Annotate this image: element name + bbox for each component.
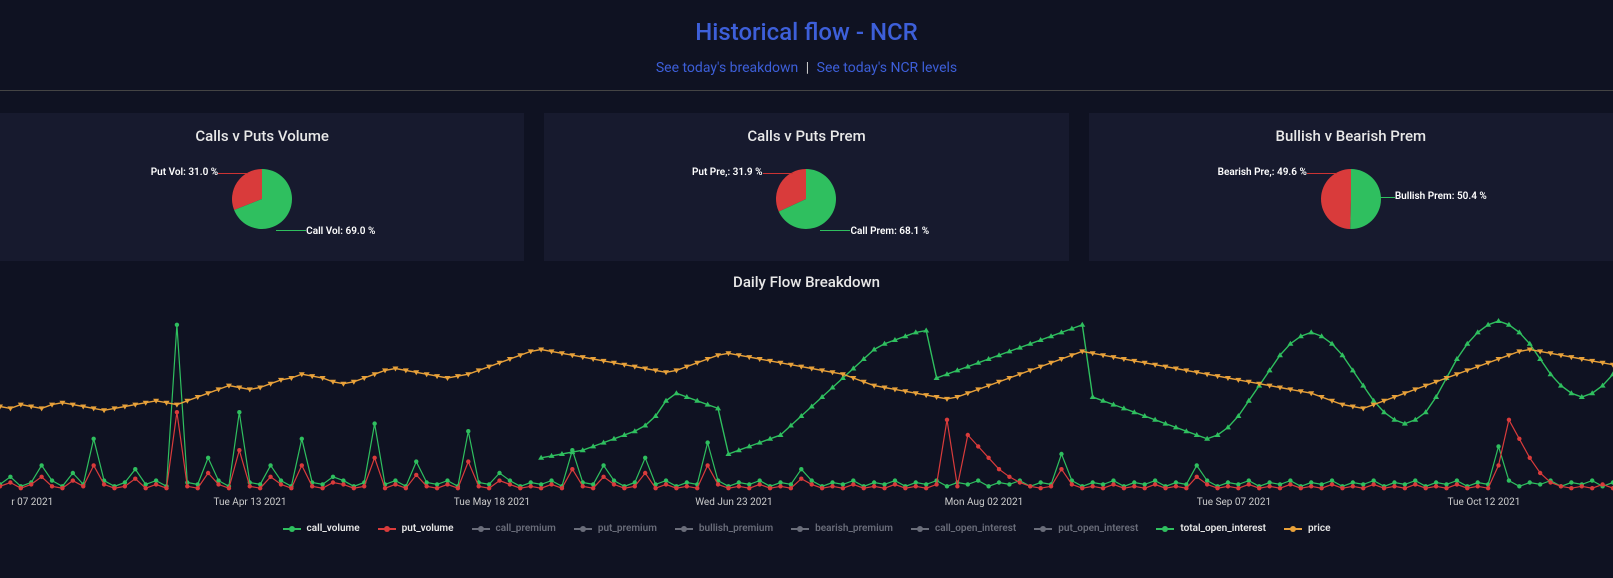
pie-label-a: Bearish Pre,: 49.6 % xyxy=(1218,167,1307,178)
pie-card: Calls v Puts Prem Put Pre,: 31.9 % Call P… xyxy=(544,113,1068,261)
line-chart-section: Daily Flow Breakdown r 07 2021 Tue Apr 13… xyxy=(0,261,1613,542)
line-chart-legend: call_volume put_volume call_premium put_pre… xyxy=(0,515,1613,542)
xaxis-tick: Tue Sep 07 2021 xyxy=(1197,497,1271,508)
legend-swatch xyxy=(574,528,592,530)
legend-item-total_open_interest[interactable]: total_open_interest xyxy=(1156,523,1266,534)
legend-swatch xyxy=(472,528,490,530)
page-title: Historical flow - NCR xyxy=(0,18,1613,46)
pie-label-b: Call Vol: 69.0 % xyxy=(306,226,375,237)
pie-lead-a xyxy=(1307,173,1337,174)
link-todays-breakdown[interactable]: See today's breakdown xyxy=(656,60,798,76)
legend-label: put_volume xyxy=(402,523,454,534)
pie-wrap: Put Vol: 31.0 % Call Vol: 69.0 % xyxy=(10,155,514,243)
pie-title: Calls v Puts Volume xyxy=(10,127,514,145)
legend-item-bearish_premium[interactable]: bearish_premium xyxy=(791,523,893,534)
pie-lead-a xyxy=(218,173,248,174)
pie-wrap: Put Pre,: 31.9 % Call Prem: 68.1 % xyxy=(554,155,1058,243)
line-chart-title: Daily Flow Breakdown xyxy=(0,273,1613,291)
link-separator: | xyxy=(806,60,809,76)
legend-label: call_volume xyxy=(307,523,360,534)
legend-swatch xyxy=(1034,528,1052,530)
pie-lead-b xyxy=(1365,197,1395,198)
xaxis-tick: r 07 2021 xyxy=(11,497,53,508)
pie-lead-b xyxy=(820,230,850,231)
pie-title: Calls v Puts Prem xyxy=(554,127,1058,145)
legend-item-put_premium[interactable]: put_premium xyxy=(574,523,657,534)
legend-item-call_volume[interactable]: call_volume xyxy=(283,523,360,534)
legend-swatch xyxy=(675,528,693,530)
legend-label: call_open_interest xyxy=(935,523,1016,534)
pie-label-a: Put Pre,: 31.9 % xyxy=(692,167,763,178)
pie-lead-b xyxy=(276,230,306,231)
legend-item-bullish_premium[interactable]: bullish_premium xyxy=(675,523,773,534)
xaxis-tick: Tue Apr 13 2021 xyxy=(213,497,286,508)
series-total_open_interest xyxy=(538,318,1613,460)
legend-swatch xyxy=(378,528,396,530)
legend-label: call_premium xyxy=(496,523,556,534)
pie-card: Bullish v Bearish Prem Bearish Pre,: 49.… xyxy=(1089,113,1613,261)
legend-item-call_open_interest[interactable]: call_open_interest xyxy=(911,523,1016,534)
legend-label: put_open_interest xyxy=(1058,523,1138,534)
pie-title: Bullish v Bearish Prem xyxy=(1099,127,1603,145)
pie-slice-b xyxy=(1350,169,1381,229)
pie-label-b: Bullish Prem: 50.4 % xyxy=(1395,191,1487,202)
pie-svg xyxy=(766,159,846,239)
xaxis-tick: Tue May 18 2021 xyxy=(454,497,530,508)
pie-charts-row: Calls v Puts Volume Put Vol: 31.0 % Call … xyxy=(0,91,1613,261)
xaxis-tick: Mon Aug 02 2021 xyxy=(945,497,1024,508)
legend-swatch xyxy=(1284,528,1302,530)
xaxis-tick: Wed Jun 23 2021 xyxy=(695,497,772,508)
legend-swatch xyxy=(911,528,929,530)
pie-svg xyxy=(1311,159,1391,239)
pie-label-a: Put Vol: 31.0 % xyxy=(151,167,218,178)
legend-label: total_open_interest xyxy=(1180,523,1266,534)
legend-item-price[interactable]: price xyxy=(1284,523,1330,534)
line-chart-xaxis: r 07 2021 Tue Apr 13 2021 Tue May 18 2021 W… xyxy=(0,497,1613,515)
legend-swatch xyxy=(283,528,301,530)
legend-swatch xyxy=(1156,528,1174,530)
header-links: See today's breakdown | See today's NCR … xyxy=(0,60,1613,76)
pie-svg xyxy=(222,159,302,239)
legend-item-put_volume[interactable]: put_volume xyxy=(378,523,454,534)
page-header: Historical flow - NCR See today's breakd… xyxy=(0,0,1613,91)
legend-label: bearish_premium xyxy=(815,523,893,534)
legend-swatch xyxy=(791,528,809,530)
xaxis-tick: Tue Oct 12 2021 xyxy=(1448,497,1521,508)
series-price xyxy=(0,348,1613,414)
line-chart-canvas xyxy=(0,297,1613,497)
legend-label: put_premium xyxy=(598,523,657,534)
link-todays-levels[interactable]: See today's NCR levels xyxy=(817,60,957,76)
pie-lead-a xyxy=(763,173,793,174)
line-chart-svg xyxy=(0,297,1613,497)
pie-card: Calls v Puts Volume Put Vol: 31.0 % Call … xyxy=(0,113,524,261)
pie-wrap: Bearish Pre,: 49.6 % Bullish Prem: 50.4 % xyxy=(1099,155,1603,243)
legend-item-put_open_interest[interactable]: put_open_interest xyxy=(1034,523,1138,534)
series-put_volume xyxy=(0,410,1613,490)
legend-label: bullish_premium xyxy=(699,523,773,534)
legend-label: price xyxy=(1308,523,1330,534)
pie-label-b: Call Prem: 68.1 % xyxy=(850,226,929,237)
legend-item-call_premium[interactable]: call_premium xyxy=(472,523,556,534)
pie-slice-a xyxy=(1321,169,1351,229)
